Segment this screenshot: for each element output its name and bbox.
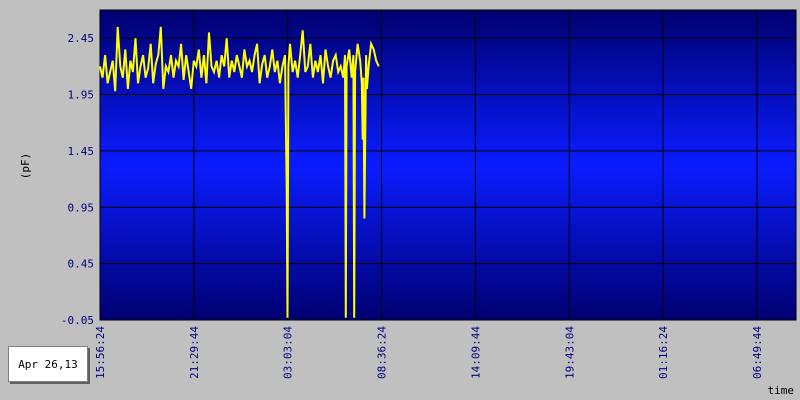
- x-tick-label: 03:03:04: [282, 326, 295, 379]
- date-badge: Apr 26,13: [8, 346, 88, 382]
- x-tick-label: 21:29:44: [188, 326, 201, 379]
- x-tick-label: 06:49:44: [751, 326, 764, 379]
- plot-border: [99, 9, 797, 321]
- y-tick-label: 2.45: [68, 32, 95, 45]
- x-tick-label: 15:56:24: [94, 326, 107, 379]
- y-tick-label: 0.95: [68, 201, 95, 214]
- y-tick-label: 1.95: [68, 89, 95, 102]
- series-layer: [99, 26, 380, 318]
- series-line: [99, 26, 380, 318]
- x-tick-label: 14:09:44: [469, 326, 482, 379]
- y-tick-label: -0.05: [61, 314, 94, 327]
- y-tick-label: 1.45: [68, 145, 95, 158]
- x-tick-label: 19:43:04: [563, 326, 576, 379]
- y-axis-label: (pF): [19, 152, 32, 180]
- x-tick-label: 01:16:24: [657, 326, 670, 379]
- y-tick-label: 0.45: [68, 258, 95, 271]
- x-axis-label: time: [767, 384, 795, 397]
- date-badge-text: Apr 26,13: [18, 357, 78, 371]
- x-tick-label: 08:36:24: [376, 326, 389, 379]
